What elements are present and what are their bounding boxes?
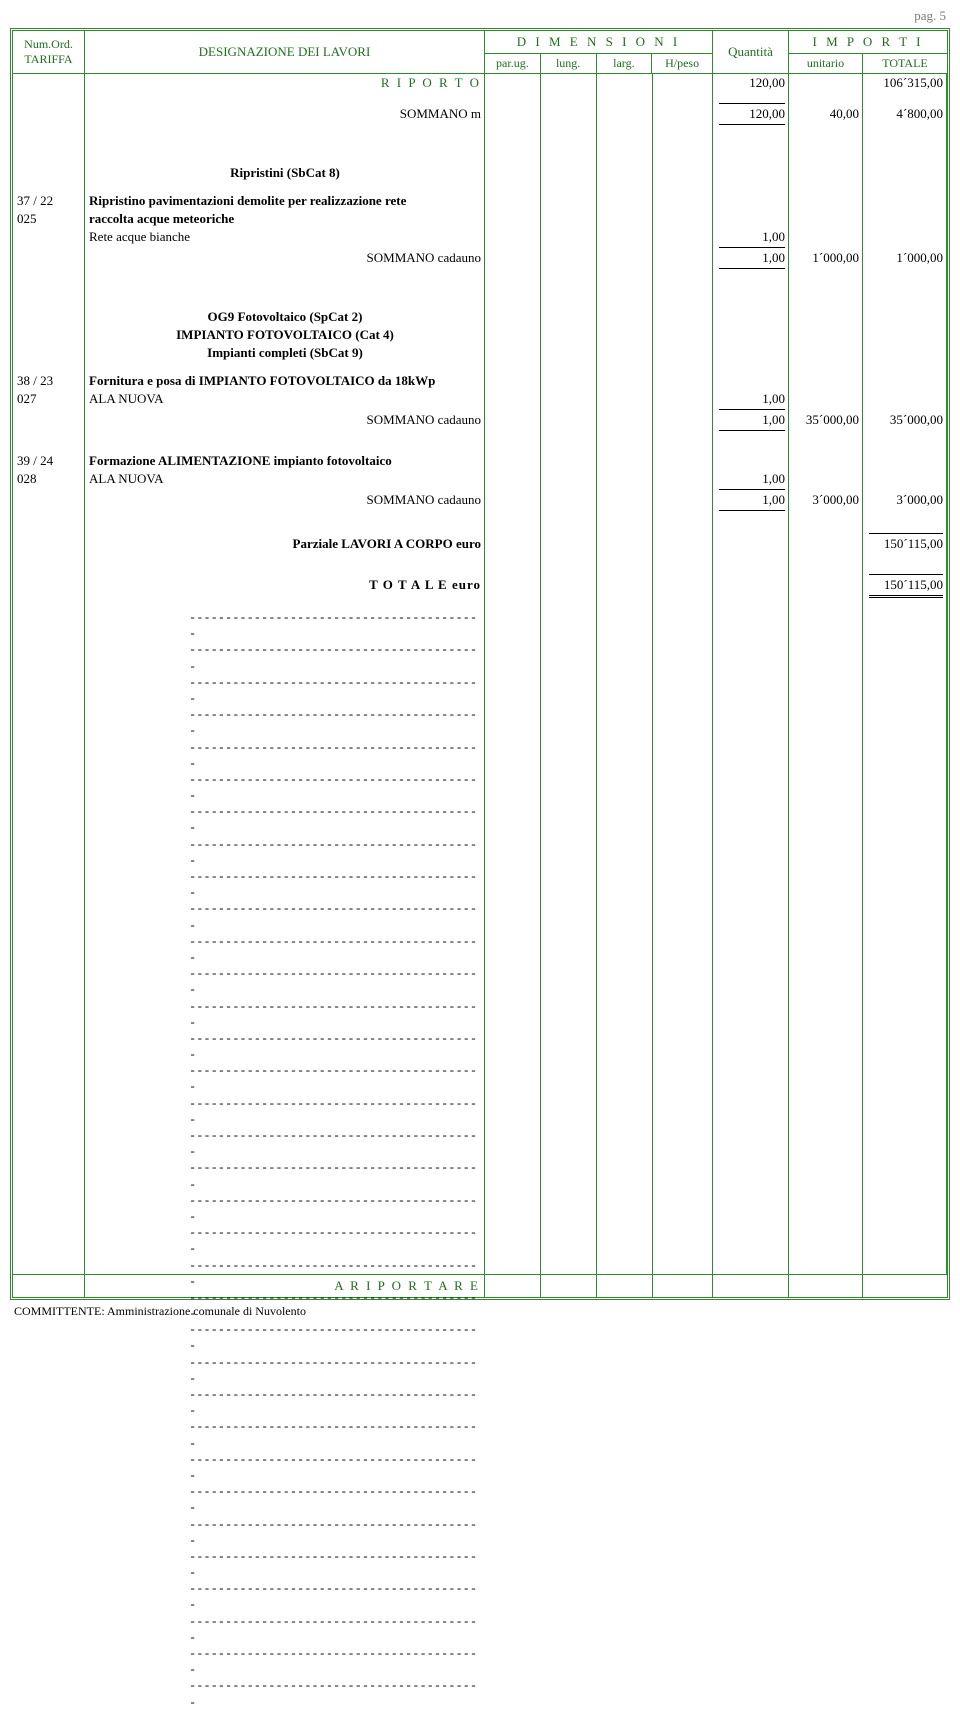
- sommano-label: SOMMANO cadauno: [85, 249, 485, 267]
- sbcat9-title: Impianti completi (SbCat 9): [85, 344, 485, 362]
- sommano-m-qty: 120,00: [713, 105, 789, 123]
- sommano-tot: 3´000,00: [863, 491, 947, 509]
- item-qty: 1,00: [713, 390, 789, 408]
- item-code: 38 / 23: [13, 372, 85, 390]
- rule: [869, 533, 943, 534]
- totale-row: T O T A L E euro 150´115,00: [13, 576, 947, 594]
- rule: [719, 430, 785, 431]
- parziale-tot: 150´115,00: [863, 535, 947, 553]
- rule: [719, 124, 785, 125]
- table-header: Num.Ord. TARIFFA DESIGNAZIONE DEI LAVORI…: [13, 31, 947, 74]
- hdr-parug: par.ug.: [485, 54, 541, 73]
- rule: [719, 409, 785, 410]
- item-desc-line: Ripristino pavimentazioni demolite per r…: [85, 192, 485, 210]
- item-qty: 1,00: [713, 470, 789, 488]
- item-desc-line: raccolta acque meteoriche: [85, 210, 485, 228]
- sommano-m-unit: 40,00: [789, 105, 863, 123]
- item-desc-line: Rete acque bianche: [85, 228, 485, 246]
- rule: [719, 103, 785, 104]
- item-desc-line: ALA NUOVA: [85, 470, 485, 488]
- sommano-qty: 1,00: [713, 249, 789, 267]
- item-qty: 1,00: [713, 228, 789, 246]
- item-desc-line: ALA NUOVA: [85, 390, 485, 408]
- hdr-lung: lung.: [541, 54, 597, 73]
- hdr-numord: Num.Ord.: [24, 37, 73, 52]
- hdr-hpeso: H/peso: [652, 54, 712, 73]
- sommano-tot: 1´000,00: [863, 249, 947, 267]
- sommano-label: SOMMANO cadauno: [85, 491, 485, 509]
- item-code: 39 / 24: [13, 452, 85, 470]
- rule: [719, 247, 785, 248]
- table-body: R I P O R T O 120,00 106´315,00 SOMMANO …: [13, 74, 947, 1274]
- hdr-tariffa: TARIFFA: [24, 52, 72, 67]
- rule: [869, 574, 943, 575]
- sommano-tot: 35´000,00: [863, 411, 947, 429]
- item-subcode: 027: [13, 390, 85, 408]
- sommano-unit: 35´000,00: [789, 411, 863, 429]
- sommano-m-row: SOMMANO m 120,00 40,00 4´800,00: [13, 105, 947, 123]
- totale-tot: 150´115,00: [863, 576, 947, 594]
- parziale-label: Parziale LAVORI A CORPO euro: [85, 535, 485, 553]
- hdr-dimensioni: D I M E N S I O N I: [485, 31, 712, 53]
- rule-double: [869, 595, 943, 598]
- sommano-row: SOMMANO cadauno 1,00 35´000,00 35´000,00: [13, 411, 947, 429]
- hdr-designazione: DESIGNAZIONE DEI LAVORI: [85, 31, 485, 73]
- item-code: 37 / 22: [13, 192, 85, 210]
- item-subcode: 025: [13, 210, 85, 228]
- rule: [719, 268, 785, 269]
- sommano-m-label: SOMMANO m: [85, 105, 485, 123]
- sommano-unit: 3´000,00: [789, 491, 863, 509]
- rule: [719, 510, 785, 511]
- riporto-label: R I P O R T O: [85, 74, 485, 92]
- sommano-row: SOMMANO cadauno 1,00 1´000,00 1´000,00: [13, 249, 947, 267]
- sommano-unit: 1´000,00: [789, 249, 863, 267]
- hdr-quantita: Quantità: [713, 31, 789, 73]
- sommano-qty: 1,00: [713, 491, 789, 509]
- hdr-totale: TOTALE: [863, 54, 947, 73]
- sbcat8-title: Ripristini (SbCat 8): [85, 164, 485, 182]
- hdr-larg: larg.: [597, 54, 653, 73]
- sommano-row: SOMMANO cadauno 1,00 3´000,00 3´000,00: [13, 491, 947, 509]
- hdr-importi: I M P O R T I: [789, 31, 947, 53]
- cat4-title: IMPIANTO FOTOVOLTAICO (Cat 4): [85, 326, 485, 344]
- riporto-tot: 106´315,00: [863, 74, 947, 92]
- riporto-qty: 120,00: [713, 74, 789, 92]
- table-frame: Num.Ord. TARIFFA DESIGNAZIONE DEI LAVORI…: [10, 28, 950, 1300]
- hdr-unitario: unitario: [789, 54, 863, 73]
- spcat2-title: OG9 Fotovoltaico (SpCat 2): [85, 308, 485, 326]
- sommano-label: SOMMANO cadauno: [85, 411, 485, 429]
- page-number: pag. 5: [10, 8, 946, 24]
- sommano-qty: 1,00: [713, 411, 789, 429]
- item-subcode: 028: [13, 470, 85, 488]
- item-desc-line: Fornitura e posa di IMPIANTO FOTOVOLTAIC…: [85, 372, 485, 390]
- filler-dashes: ----------------------------------------…: [89, 610, 481, 1711]
- totale-label: T O T A L E euro: [85, 576, 485, 594]
- sommano-m-tot: 4´800,00: [863, 105, 947, 123]
- parziale-row: Parziale LAVORI A CORPO euro 150´115,00: [13, 535, 947, 553]
- item-desc-line: Formazione ALIMENTAZIONE impianto fotovo…: [85, 452, 485, 470]
- riporto-row: R I P O R T O 120,00 106´315,00: [13, 74, 947, 92]
- rule: [719, 489, 785, 490]
